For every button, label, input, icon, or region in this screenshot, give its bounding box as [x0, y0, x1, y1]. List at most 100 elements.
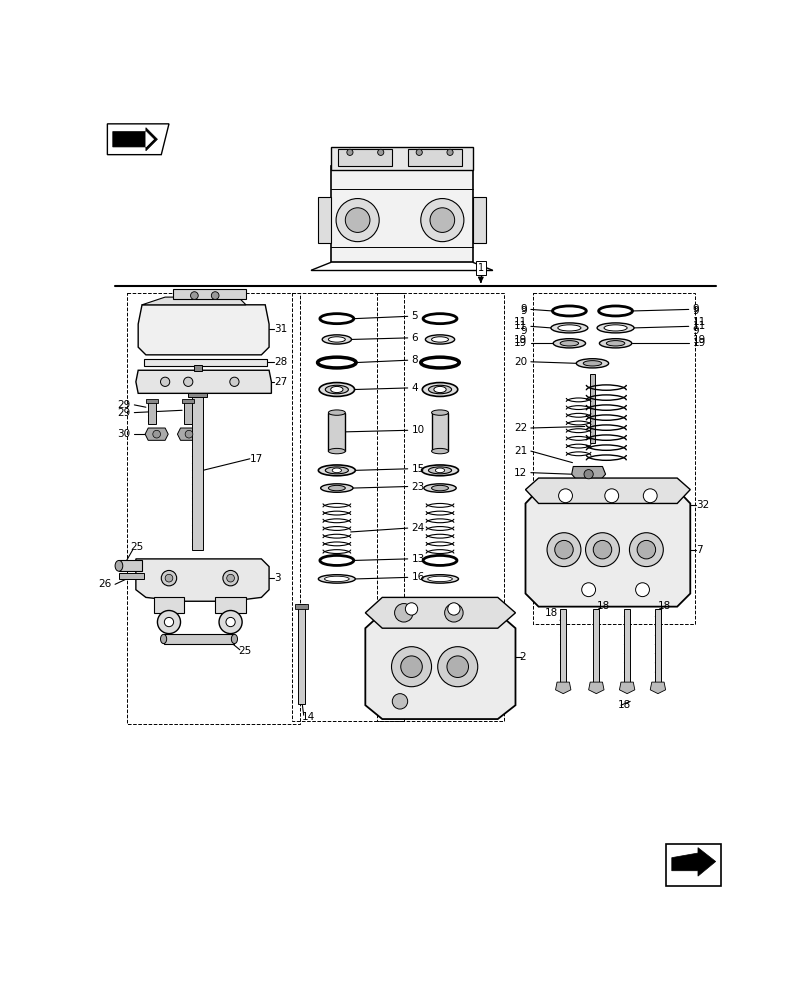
Polygon shape — [145, 428, 168, 440]
Circle shape — [604, 489, 618, 503]
Text: 31: 31 — [274, 324, 287, 334]
Text: 9: 9 — [692, 326, 698, 336]
Bar — [127, 293, 299, 724]
Circle shape — [415, 149, 422, 155]
Ellipse shape — [433, 386, 445, 393]
Text: 28: 28 — [274, 357, 287, 367]
Text: 18: 18 — [595, 601, 609, 611]
Bar — [144, 359, 267, 366]
Text: 25: 25 — [131, 542, 144, 552]
Text: 2: 2 — [519, 652, 526, 662]
Circle shape — [152, 430, 161, 438]
Text: 24: 24 — [411, 523, 424, 533]
Bar — [292, 293, 403, 721]
Text: 12: 12 — [513, 468, 526, 478]
Bar — [163, 634, 234, 644]
Polygon shape — [588, 682, 603, 694]
Circle shape — [225, 617, 235, 627]
Ellipse shape — [319, 383, 354, 396]
Polygon shape — [571, 466, 605, 483]
Bar — [533, 293, 694, 624]
Polygon shape — [178, 428, 200, 440]
Circle shape — [226, 574, 234, 582]
Ellipse shape — [423, 484, 456, 492]
Bar — [118, 573, 144, 579]
Circle shape — [377, 149, 384, 155]
Text: 5: 5 — [411, 311, 418, 321]
Ellipse shape — [550, 323, 587, 333]
Text: 17: 17 — [250, 454, 263, 464]
Circle shape — [447, 603, 460, 615]
Text: 1: 1 — [477, 263, 483, 273]
Text: 21: 21 — [513, 446, 526, 456]
Ellipse shape — [328, 337, 345, 342]
Polygon shape — [650, 682, 665, 694]
Circle shape — [420, 199, 463, 242]
Text: 18: 18 — [544, 608, 557, 618]
Circle shape — [165, 574, 173, 582]
Polygon shape — [365, 613, 515, 719]
Ellipse shape — [576, 359, 608, 368]
Ellipse shape — [325, 467, 348, 474]
Text: 9: 9 — [692, 306, 698, 316]
Polygon shape — [138, 305, 268, 355]
Text: 6: 6 — [411, 333, 418, 343]
Bar — [146, 399, 158, 403]
Text: 11: 11 — [513, 317, 526, 327]
Text: 32: 32 — [696, 500, 709, 510]
Polygon shape — [330, 147, 473, 170]
Ellipse shape — [231, 634, 238, 644]
Ellipse shape — [431, 337, 448, 342]
Polygon shape — [113, 128, 157, 151]
Text: 14: 14 — [302, 712, 315, 722]
Bar — [328, 413, 345, 451]
Text: 9: 9 — [692, 304, 698, 314]
Ellipse shape — [324, 576, 349, 582]
Ellipse shape — [427, 576, 452, 582]
Circle shape — [430, 208, 454, 232]
Bar — [665, 844, 720, 886]
Ellipse shape — [431, 410, 448, 415]
Circle shape — [446, 149, 453, 155]
Ellipse shape — [425, 335, 454, 344]
Circle shape — [593, 540, 611, 559]
Circle shape — [446, 656, 468, 677]
Ellipse shape — [328, 410, 345, 415]
Bar — [473, 197, 486, 243]
Polygon shape — [525, 478, 689, 503]
Ellipse shape — [161, 634, 166, 644]
Ellipse shape — [330, 386, 342, 393]
Text: 26: 26 — [98, 579, 111, 589]
Bar — [590, 374, 594, 443]
Circle shape — [405, 603, 417, 615]
Ellipse shape — [557, 325, 580, 331]
Ellipse shape — [431, 485, 448, 491]
Text: 13: 13 — [411, 554, 424, 564]
Polygon shape — [215, 597, 246, 613]
Ellipse shape — [552, 339, 585, 348]
Ellipse shape — [318, 465, 355, 476]
Ellipse shape — [428, 467, 451, 474]
Text: 22: 22 — [513, 423, 526, 433]
Ellipse shape — [560, 341, 578, 346]
Circle shape — [222, 570, 238, 586]
Circle shape — [581, 583, 594, 597]
Polygon shape — [525, 490, 689, 607]
Bar — [184, 401, 192, 424]
Bar — [560, 609, 565, 686]
Bar — [118, 560, 142, 571]
Ellipse shape — [428, 385, 451, 394]
Circle shape — [391, 647, 431, 687]
Circle shape — [191, 292, 198, 299]
Text: 9: 9 — [520, 326, 526, 336]
Circle shape — [642, 489, 656, 503]
Ellipse shape — [599, 339, 631, 348]
Circle shape — [583, 470, 593, 479]
Ellipse shape — [582, 361, 601, 366]
Ellipse shape — [421, 575, 458, 583]
Bar — [317, 197, 330, 243]
Polygon shape — [671, 848, 714, 876]
Polygon shape — [146, 132, 153, 147]
Text: 9: 9 — [520, 304, 526, 314]
Ellipse shape — [431, 448, 448, 454]
